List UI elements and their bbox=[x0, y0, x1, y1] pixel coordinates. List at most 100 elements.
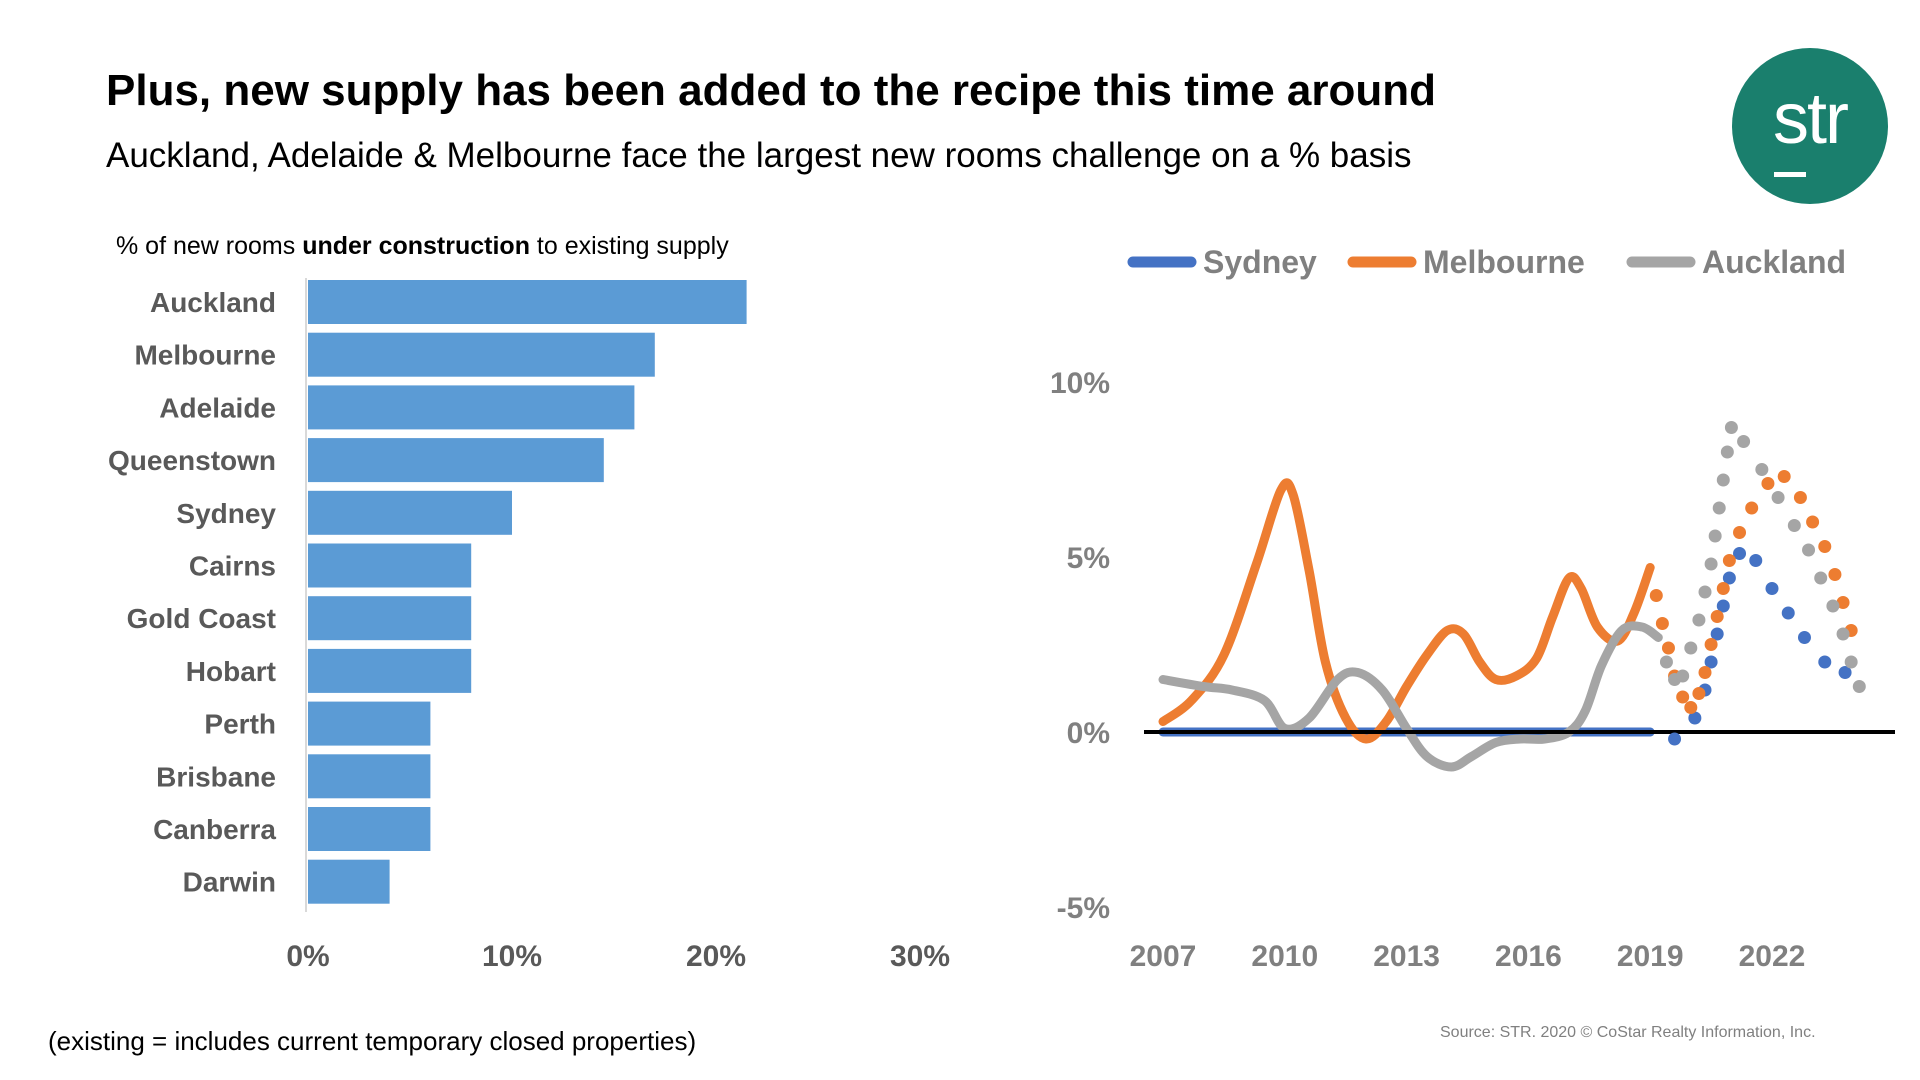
forecast-point-auckland bbox=[1720, 445, 1734, 459]
bar-brisbane bbox=[308, 754, 431, 799]
forecast-point-melbourne bbox=[1704, 638, 1718, 651]
line-y-tick-label: -5% bbox=[1057, 892, 1110, 925]
bar-sydney bbox=[308, 490, 512, 535]
footnote: (existing = includes current temporary c… bbox=[48, 1026, 697, 1056]
forecast-point-melbourne bbox=[1710, 610, 1724, 623]
forecast-point-sydney bbox=[1688, 711, 1702, 725]
bar-queenstown bbox=[308, 438, 604, 483]
forecast-point-melbourne bbox=[1793, 491, 1807, 504]
bar-gold-coast bbox=[308, 596, 472, 641]
forecast-point-auckland bbox=[1802, 543, 1816, 557]
forecast-point-melbourne bbox=[1733, 526, 1747, 539]
bar-adelaide bbox=[308, 385, 635, 430]
bar-category-label: Auckland bbox=[150, 287, 276, 318]
forecast-point-auckland bbox=[1814, 571, 1828, 585]
logo-text: str bbox=[1773, 79, 1849, 159]
forecast-point-melbourne bbox=[1777, 470, 1791, 483]
bar-canberra bbox=[308, 807, 431, 851]
forecast-point-melbourne bbox=[1716, 582, 1730, 595]
page-subtitle: Auckland, Adelaide & Melbourne face the … bbox=[106, 136, 1412, 175]
series-line-auckland bbox=[1158, 621, 1663, 772]
forecast-point-auckland bbox=[1692, 613, 1706, 627]
forecast-point-auckland bbox=[1724, 421, 1738, 434]
forecast-point-sydney bbox=[1704, 655, 1718, 669]
forecast-point-auckland bbox=[1826, 599, 1840, 613]
bar-category-label: Sydney bbox=[176, 498, 276, 529]
bar-category-label: Adelaide bbox=[159, 392, 276, 423]
legend-label-auckland: Auckland bbox=[1702, 244, 1846, 280]
forecast-point-melbourne bbox=[1698, 666, 1712, 679]
line-chart: 10% 5% 0% -5% 2007 2010 2013 2016 2019 2022 Sydney… bbox=[1050, 244, 1895, 973]
forecast-point-auckland bbox=[1844, 655, 1858, 669]
forecast-point-melbourne bbox=[1818, 540, 1832, 553]
bar-category-label: Darwin bbox=[183, 867, 276, 898]
bar-category-label: Queenstown bbox=[108, 445, 276, 476]
bar-chart-title-part1: % of new rooms bbox=[116, 232, 302, 260]
bar-x-tick-label: 0% bbox=[286, 940, 329, 973]
forecast-point-sydney bbox=[1818, 655, 1832, 669]
bar-category-label: Brisbane bbox=[156, 761, 276, 792]
forecast-point-melbourne bbox=[1649, 589, 1663, 602]
bar-chart-title-part3: to existing supply bbox=[530, 232, 729, 260]
forecast-point-sydney bbox=[1765, 582, 1779, 595]
bar-category-label: Perth bbox=[204, 709, 276, 740]
forecast-point-auckland bbox=[1684, 641, 1698, 655]
forecast-point-sydney bbox=[1733, 547, 1747, 560]
forecast-point-melbourne bbox=[1722, 554, 1736, 567]
str-logo: str bbox=[1732, 48, 1888, 204]
forecast-point-sydney bbox=[1749, 554, 1763, 567]
forecast-point-melbourne bbox=[1655, 617, 1669, 630]
line-x-tick-label: 2019 bbox=[1617, 940, 1684, 973]
line-x-tick-label: 2010 bbox=[1251, 940, 1318, 973]
bar-darwin bbox=[308, 859, 390, 904]
forecast-point-sydney bbox=[1722, 571, 1736, 585]
bar-cairns bbox=[308, 543, 472, 588]
line-x-tick-label: 2016 bbox=[1495, 940, 1562, 973]
bar-x-tick-label: 20% bbox=[686, 940, 746, 973]
forecast-point-sydney bbox=[1838, 666, 1852, 679]
forecast-point-melbourne bbox=[1806, 515, 1820, 529]
series-line-melbourne bbox=[1158, 478, 1655, 744]
bar-x-tick-label: 30% bbox=[890, 940, 950, 973]
bar-x-tick-label: 10% bbox=[482, 940, 542, 973]
bar-hobart bbox=[308, 648, 472, 693]
bar-chart-title-part2: under construction bbox=[302, 232, 530, 260]
logo-underline bbox=[1774, 172, 1806, 177]
bar-chart: % of new rooms under construction to exi… bbox=[108, 232, 950, 973]
forecast-point-melbourne bbox=[1692, 687, 1706, 700]
line-y-tick-label: 0% bbox=[1067, 717, 1110, 750]
forecast-point-sydney bbox=[1668, 732, 1682, 746]
line-x-tick-label: 2022 bbox=[1739, 940, 1806, 973]
bar-category-label: Canberra bbox=[153, 814, 276, 845]
forecast-point-melbourne bbox=[1836, 596, 1850, 609]
legend-label-sydney: Sydney bbox=[1203, 244, 1317, 280]
forecast-point-auckland bbox=[1659, 655, 1673, 669]
source-note: Source: STR. 2020 © CoStar Realty Inform… bbox=[1440, 1024, 1816, 1041]
forecast-point-auckland bbox=[1755, 463, 1769, 476]
forecast-point-melbourne bbox=[1745, 501, 1759, 515]
line-y-tick-label: 10% bbox=[1050, 367, 1110, 400]
forecast-point-sydney bbox=[1716, 599, 1730, 613]
bar-melbourne bbox=[308, 332, 655, 377]
legend-label-melbourne: Melbourne bbox=[1423, 244, 1585, 280]
page-title: Plus, new supply has been added to the r… bbox=[106, 66, 1437, 115]
bar-category-label: Cairns bbox=[189, 551, 276, 582]
forecast-point-melbourne bbox=[1684, 701, 1698, 714]
forecast-point-melbourne bbox=[1661, 641, 1675, 655]
forecast-point-auckland bbox=[1708, 529, 1722, 543]
forecast-point-auckland bbox=[1676, 669, 1690, 683]
forecast-point-auckland bbox=[1712, 501, 1726, 515]
forecast-point-auckland bbox=[1698, 585, 1712, 599]
bar-category-label: Gold Coast bbox=[127, 603, 276, 634]
forecast-point-auckland bbox=[1716, 473, 1730, 487]
bar-auckland bbox=[308, 280, 747, 324]
forecast-point-auckland bbox=[1771, 491, 1785, 504]
line-y-tick-label: 5% bbox=[1067, 542, 1110, 575]
bar-category-label: Hobart bbox=[186, 656, 276, 687]
forecast-point-auckland bbox=[1836, 627, 1850, 641]
bar-perth bbox=[308, 701, 431, 746]
forecast-point-melbourne bbox=[1676, 690, 1690, 704]
forecast-point-auckland bbox=[1737, 435, 1751, 448]
line-x-tick-label: 2013 bbox=[1373, 940, 1440, 973]
forecast-point-auckland bbox=[1787, 519, 1801, 532]
